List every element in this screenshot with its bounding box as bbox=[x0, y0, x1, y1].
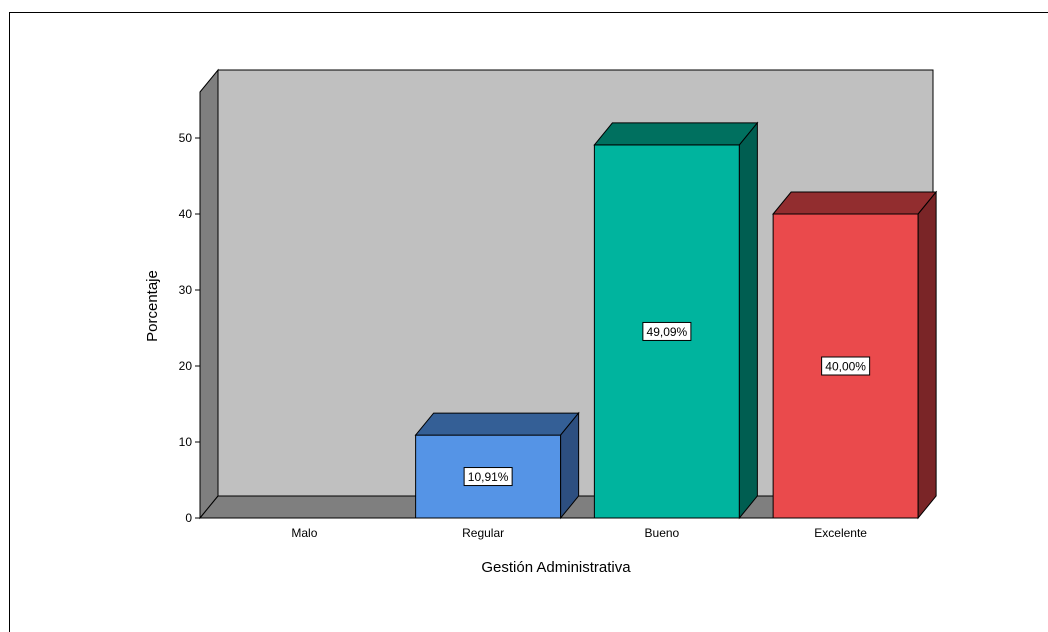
data-label-box bbox=[642, 321, 692, 341]
y-tick-label: 20 bbox=[179, 359, 193, 373]
side-wall bbox=[199, 68, 219, 520]
x-tick-label: Bueno bbox=[645, 526, 680, 540]
data-label: 49,09% bbox=[647, 325, 688, 339]
data-label-box bbox=[821, 356, 871, 376]
y-tick-label: 10 bbox=[179, 435, 193, 449]
bar-top bbox=[593, 122, 759, 146]
y-axis: 0 10 20 30 40 50 bbox=[179, 92, 201, 525]
bars: 10,91% 49,09% 40,00% bbox=[414, 121, 938, 520]
bar: 49,09% bbox=[593, 121, 759, 520]
x-axis-title: Gestión Administrativa bbox=[481, 559, 631, 576]
data-label-box bbox=[463, 467, 513, 487]
bar-top bbox=[414, 412, 580, 436]
x-tick-label: Malo bbox=[291, 526, 317, 540]
bar-side bbox=[917, 190, 937, 520]
bar-side bbox=[560, 411, 580, 520]
bar-side bbox=[738, 121, 758, 520]
data-label: 10,91% bbox=[468, 470, 509, 484]
bar: 10,91% bbox=[414, 411, 580, 520]
bar: 40,00% bbox=[772, 190, 938, 520]
x-tick-label: Regular bbox=[462, 526, 504, 540]
y-tick-label: 0 bbox=[185, 511, 192, 525]
y-tick-label: 50 bbox=[179, 131, 193, 145]
chart-frame bbox=[9, 12, 1048, 632]
bar-top bbox=[772, 191, 938, 215]
y-tick-label: 40 bbox=[179, 207, 193, 221]
y-tick-label: 30 bbox=[179, 283, 193, 297]
x-axis: Malo Regular Bueno Excelente bbox=[291, 526, 867, 540]
data-label: 40,00% bbox=[825, 360, 866, 374]
y-axis-title: Porcentaje bbox=[144, 270, 161, 342]
x-tick-label: Excelente bbox=[814, 526, 867, 540]
